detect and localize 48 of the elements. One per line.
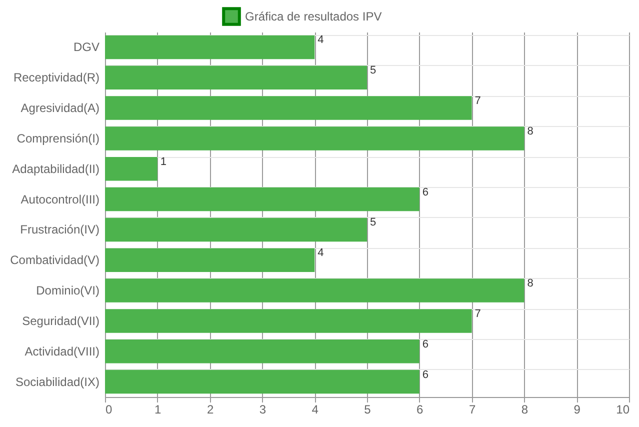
data-label: 4 xyxy=(318,34,324,46)
y-tick-label: Sociabilidad(IX) xyxy=(15,374,100,389)
y-tick-label: Frustración(IV) xyxy=(20,222,100,237)
data-label: 7 xyxy=(474,308,481,320)
data-label: 8 xyxy=(527,125,534,138)
data-label: 4 xyxy=(318,247,324,260)
bar xyxy=(105,248,315,272)
data-label: 5 xyxy=(370,64,376,77)
data-label: 8 xyxy=(527,278,534,290)
y-tick-label: Comprensión(I) xyxy=(16,131,100,146)
x-tick-label: 3 xyxy=(259,402,266,416)
data-label: 7 xyxy=(474,95,481,108)
bar xyxy=(105,218,367,242)
bar xyxy=(105,126,524,150)
bar xyxy=(105,187,420,212)
y-tick-label: Agresividad(A) xyxy=(20,101,100,116)
bar xyxy=(105,66,367,90)
bar xyxy=(105,278,524,302)
bar xyxy=(105,157,158,181)
x-tick-label: 0 xyxy=(106,402,112,416)
y-tick-label: Actividad(VIII) xyxy=(24,344,100,358)
x-tick-label: 1 xyxy=(154,402,162,416)
x-tick-label: 7 xyxy=(468,402,476,416)
x-tick-label: 8 xyxy=(521,402,528,416)
y-tick-label: Combatividad(V) xyxy=(10,253,100,268)
y-tick-label: Seguridad(VII) xyxy=(22,314,100,328)
y-tick-label: Dominio(VI) xyxy=(36,284,100,298)
data-label: 6 xyxy=(422,368,429,381)
x-tick-label: 4 xyxy=(312,402,319,416)
x-tick-label: 9 xyxy=(574,402,581,416)
bar xyxy=(105,309,472,333)
bar xyxy=(105,370,420,394)
x-tick-label: 2 xyxy=(206,402,214,416)
data-label: 5 xyxy=(370,216,376,229)
data-label: 6 xyxy=(422,186,429,198)
x-tick-label: 10 xyxy=(616,402,630,416)
x-tick-label: 5 xyxy=(364,402,372,416)
data-label: 6 xyxy=(422,338,429,350)
legend-label: Gráfica de resultados IPV xyxy=(245,10,382,24)
y-tick-label: DGV xyxy=(73,40,100,54)
x-tick-label: 6 xyxy=(416,402,424,416)
y-tick-label: Receptividad(R) xyxy=(13,70,100,85)
data-label: 1 xyxy=(160,156,167,168)
y-tick-label: Adaptabilidad(II) xyxy=(12,162,100,176)
bar xyxy=(105,35,315,60)
y-tick-label: Autocontrol(III) xyxy=(20,192,100,206)
bar xyxy=(105,340,420,364)
bar xyxy=(105,96,472,120)
